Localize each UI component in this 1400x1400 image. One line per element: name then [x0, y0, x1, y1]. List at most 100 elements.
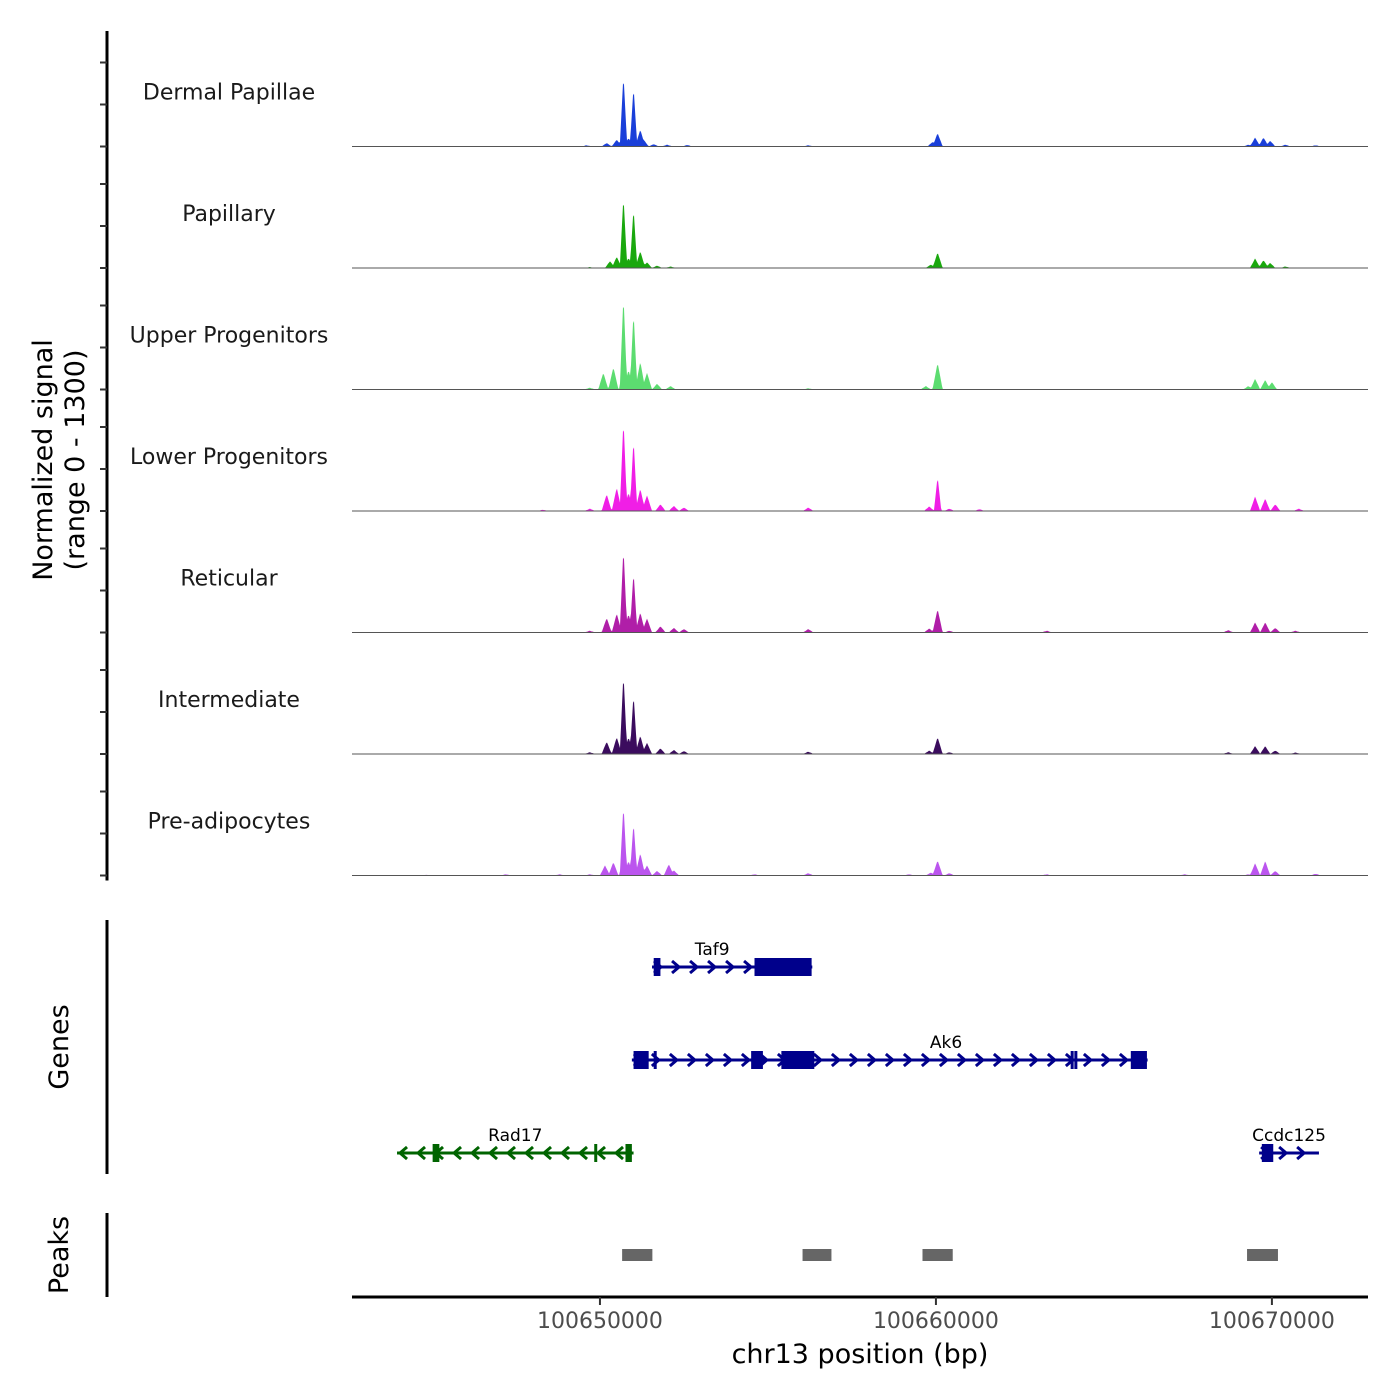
track-dermal-papillae: Dermal Papillae: [100, 61, 1368, 148]
gene-ccdc125: Ccdc125: [1252, 1126, 1326, 1162]
peak-region: [1247, 1249, 1278, 1261]
track-label: Intermediate: [158, 688, 300, 713]
coverage-tracks: Dermal Papillae Papillary Upper Progenitor…: [100, 61, 1368, 877]
coverage-area: [352, 557, 1368, 633]
gene-ak6: Ak6: [631, 1033, 1148, 1069]
gene-exon: [653, 958, 661, 976]
x-tick-label: 100650000: [537, 1309, 663, 1334]
chevron-left-icon: [595, 1145, 606, 1161]
chevron-left-icon: [451, 1145, 462, 1161]
chevron-right-icon: [743, 959, 754, 975]
x-axis-title: chr13 position (bp): [732, 1339, 989, 1370]
genes-panel-label: Genes: [44, 1004, 75, 1089]
track-papillary: Papillary: [100, 183, 1368, 269]
chevron-left-icon: [487, 1145, 498, 1161]
chevron-left-icon: [397, 1145, 408, 1161]
gene-exon: [625, 1144, 632, 1162]
chevron-right-icon: [707, 959, 718, 975]
peak-region: [622, 1249, 653, 1261]
gene-exon: [432, 1144, 440, 1162]
chevron-right-icon: [938, 1052, 950, 1068]
chevron-right-icon: [848, 1052, 860, 1068]
chevron-right-icon: [1082, 1052, 1094, 1068]
x-tick-label: 100660000: [873, 1309, 999, 1334]
gene-label: Ccdc125: [1252, 1126, 1326, 1146]
chevron-left-icon: [469, 1145, 480, 1161]
chevron-right-icon: [722, 1052, 734, 1068]
track-label: Upper Progenitors: [130, 324, 329, 349]
coverage-area: [352, 430, 1368, 511]
gene-label: Taf9: [694, 940, 730, 960]
chevron-right-icon: [992, 1052, 1004, 1068]
gene-label: Ak6: [930, 1033, 962, 1053]
chevron-right-icon: [689, 959, 700, 975]
gene-exon: [1070, 1051, 1074, 1069]
gene-exon: [754, 958, 812, 976]
chevron-right-icon: [1118, 1052, 1130, 1068]
chevron-right-icon: [725, 959, 736, 975]
gene-rad17: Rad17: [397, 1126, 634, 1162]
track-label: Reticular: [180, 567, 278, 592]
gene-exon: [594, 1144, 598, 1162]
peaks-panel-label: Peaks: [44, 1216, 75, 1294]
chevron-right-icon: [920, 1052, 932, 1068]
chevron-right-icon: [1278, 1145, 1289, 1161]
chevron-right-icon: [902, 1052, 914, 1068]
chevron-right-icon: [740, 1052, 752, 1068]
x-tick-label: 100670000: [1209, 1309, 1335, 1334]
peak-region: [922, 1249, 953, 1261]
gene-taf9: Taf9: [652, 940, 813, 976]
chevron-left-icon: [577, 1145, 588, 1161]
chevron-left-icon: [559, 1145, 570, 1161]
track-pre-adipocytes: Pre-adipocytes: [100, 790, 1368, 877]
gene-exon: [653, 1051, 657, 1069]
chevron-left-icon: [613, 1145, 624, 1161]
chevron-right-icon: [1010, 1052, 1022, 1068]
chevron-right-icon: [830, 1052, 842, 1068]
track-intermediate: Intermediate: [100, 669, 1368, 755]
y-axis-title: Normalized signal (range 0 - 1300): [28, 339, 91, 581]
gene-exon: [633, 1051, 649, 1069]
chevron-right-icon: [1028, 1052, 1040, 1068]
track-upper-progenitors: Upper Progenitors: [100, 304, 1368, 391]
coverage-area: [352, 204, 1368, 268]
chevron-right-icon: [686, 1052, 698, 1068]
chevron-right-icon: [974, 1052, 986, 1068]
track-reticular: Reticular: [100, 547, 1368, 634]
coverage-area: [352, 306, 1368, 390]
gene-exon: [1261, 1144, 1274, 1162]
peak-region: [802, 1249, 832, 1261]
gene-exon: [751, 1051, 763, 1069]
track-label: Papillary: [182, 202, 276, 227]
coverage-area: [352, 813, 1368, 876]
y-axis-title-line2: (range 0 - 1300): [60, 350, 91, 571]
chevron-right-icon: [1100, 1052, 1112, 1068]
chevron-right-icon: [1046, 1052, 1058, 1068]
gene-exon: [781, 1051, 815, 1069]
gene-label: Rad17: [488, 1126, 542, 1146]
chevron-right-icon: [668, 1052, 680, 1068]
chevron-right-icon: [704, 1052, 716, 1068]
chevron-right-icon: [884, 1052, 896, 1068]
chevron-left-icon: [415, 1145, 426, 1161]
track-label: Pre-adipocytes: [148, 810, 311, 835]
peak-regions: [622, 1249, 1278, 1261]
gene-exon: [1130, 1051, 1147, 1069]
chevron-left-icon: [523, 1145, 534, 1161]
chevron-right-icon: [956, 1052, 968, 1068]
chevron-right-icon: [812, 1052, 824, 1068]
track-label: Lower Progenitors: [130, 445, 328, 470]
chevron-right-icon: [1296, 1145, 1307, 1161]
track-lower-progenitors: Lower Progenitors: [100, 426, 1368, 512]
y-axis-title-line1: Normalized signal: [28, 339, 59, 581]
chevron-right-icon: [671, 959, 682, 975]
x-axis-ticks: 100650000 100660000 100670000: [537, 1297, 1335, 1334]
coverage-area: [352, 83, 1368, 147]
track-label: Dermal Papillae: [143, 81, 315, 106]
chevron-left-icon: [541, 1145, 552, 1161]
chevron-right-icon: [866, 1052, 878, 1068]
coverage-area: [352, 683, 1368, 754]
gene-exon: [1074, 1051, 1078, 1069]
chevron-left-icon: [505, 1145, 516, 1161]
